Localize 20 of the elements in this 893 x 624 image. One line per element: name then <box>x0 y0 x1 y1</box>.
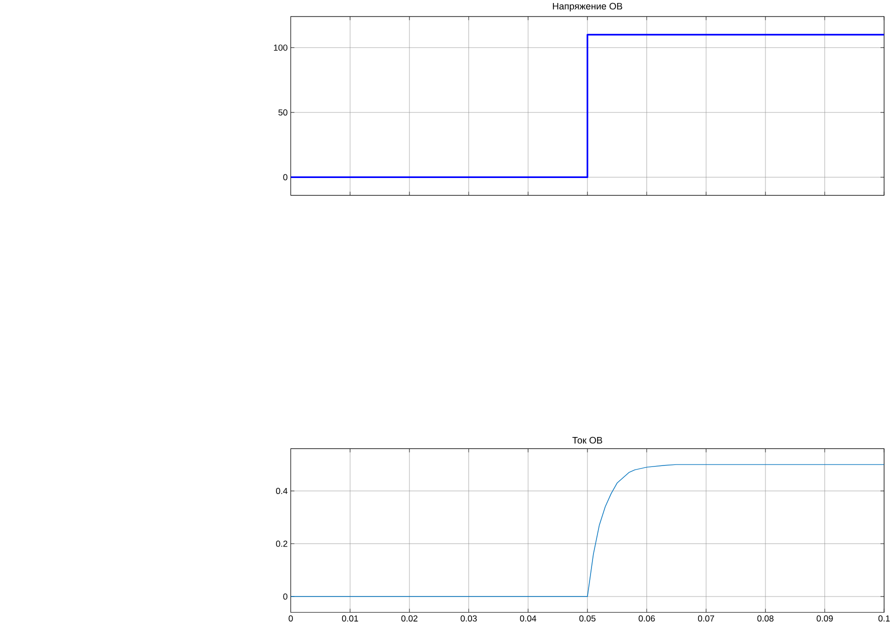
y-tick-label: 0.2 <box>276 540 288 547</box>
y-tick-label: 50 <box>278 109 288 116</box>
x-tick-label: 0.04 <box>520 615 536 622</box>
x-tick-label: 0.01 <box>342 615 358 622</box>
y-tick-label: 0.4 <box>276 488 288 494</box>
x-tick-label: 0.07 <box>698 615 714 622</box>
x-tick-label: 0.1 <box>878 615 890 622</box>
x-tick-label: 0.09 <box>816 615 833 622</box>
x-tick-label: 0.08 <box>757 615 774 622</box>
line-series <box>290 464 884 597</box>
x-tick-label: 0.03 <box>460 615 477 622</box>
y-tick-label: 100 <box>274 44 288 50</box>
x-tick-label: 0.06 <box>638 615 655 622</box>
x-tick-label: 0.02 <box>401 615 418 622</box>
y-tick-label: 0 <box>283 174 288 180</box>
chart-title: Ток ОВ <box>572 436 602 444</box>
chart-title: Напряжение ОВ <box>552 2 622 12</box>
x-tick-label: 0 <box>288 615 293 622</box>
y-tick-label: 0 <box>283 593 288 600</box>
x-tick-label: 0.05 <box>579 615 596 622</box>
